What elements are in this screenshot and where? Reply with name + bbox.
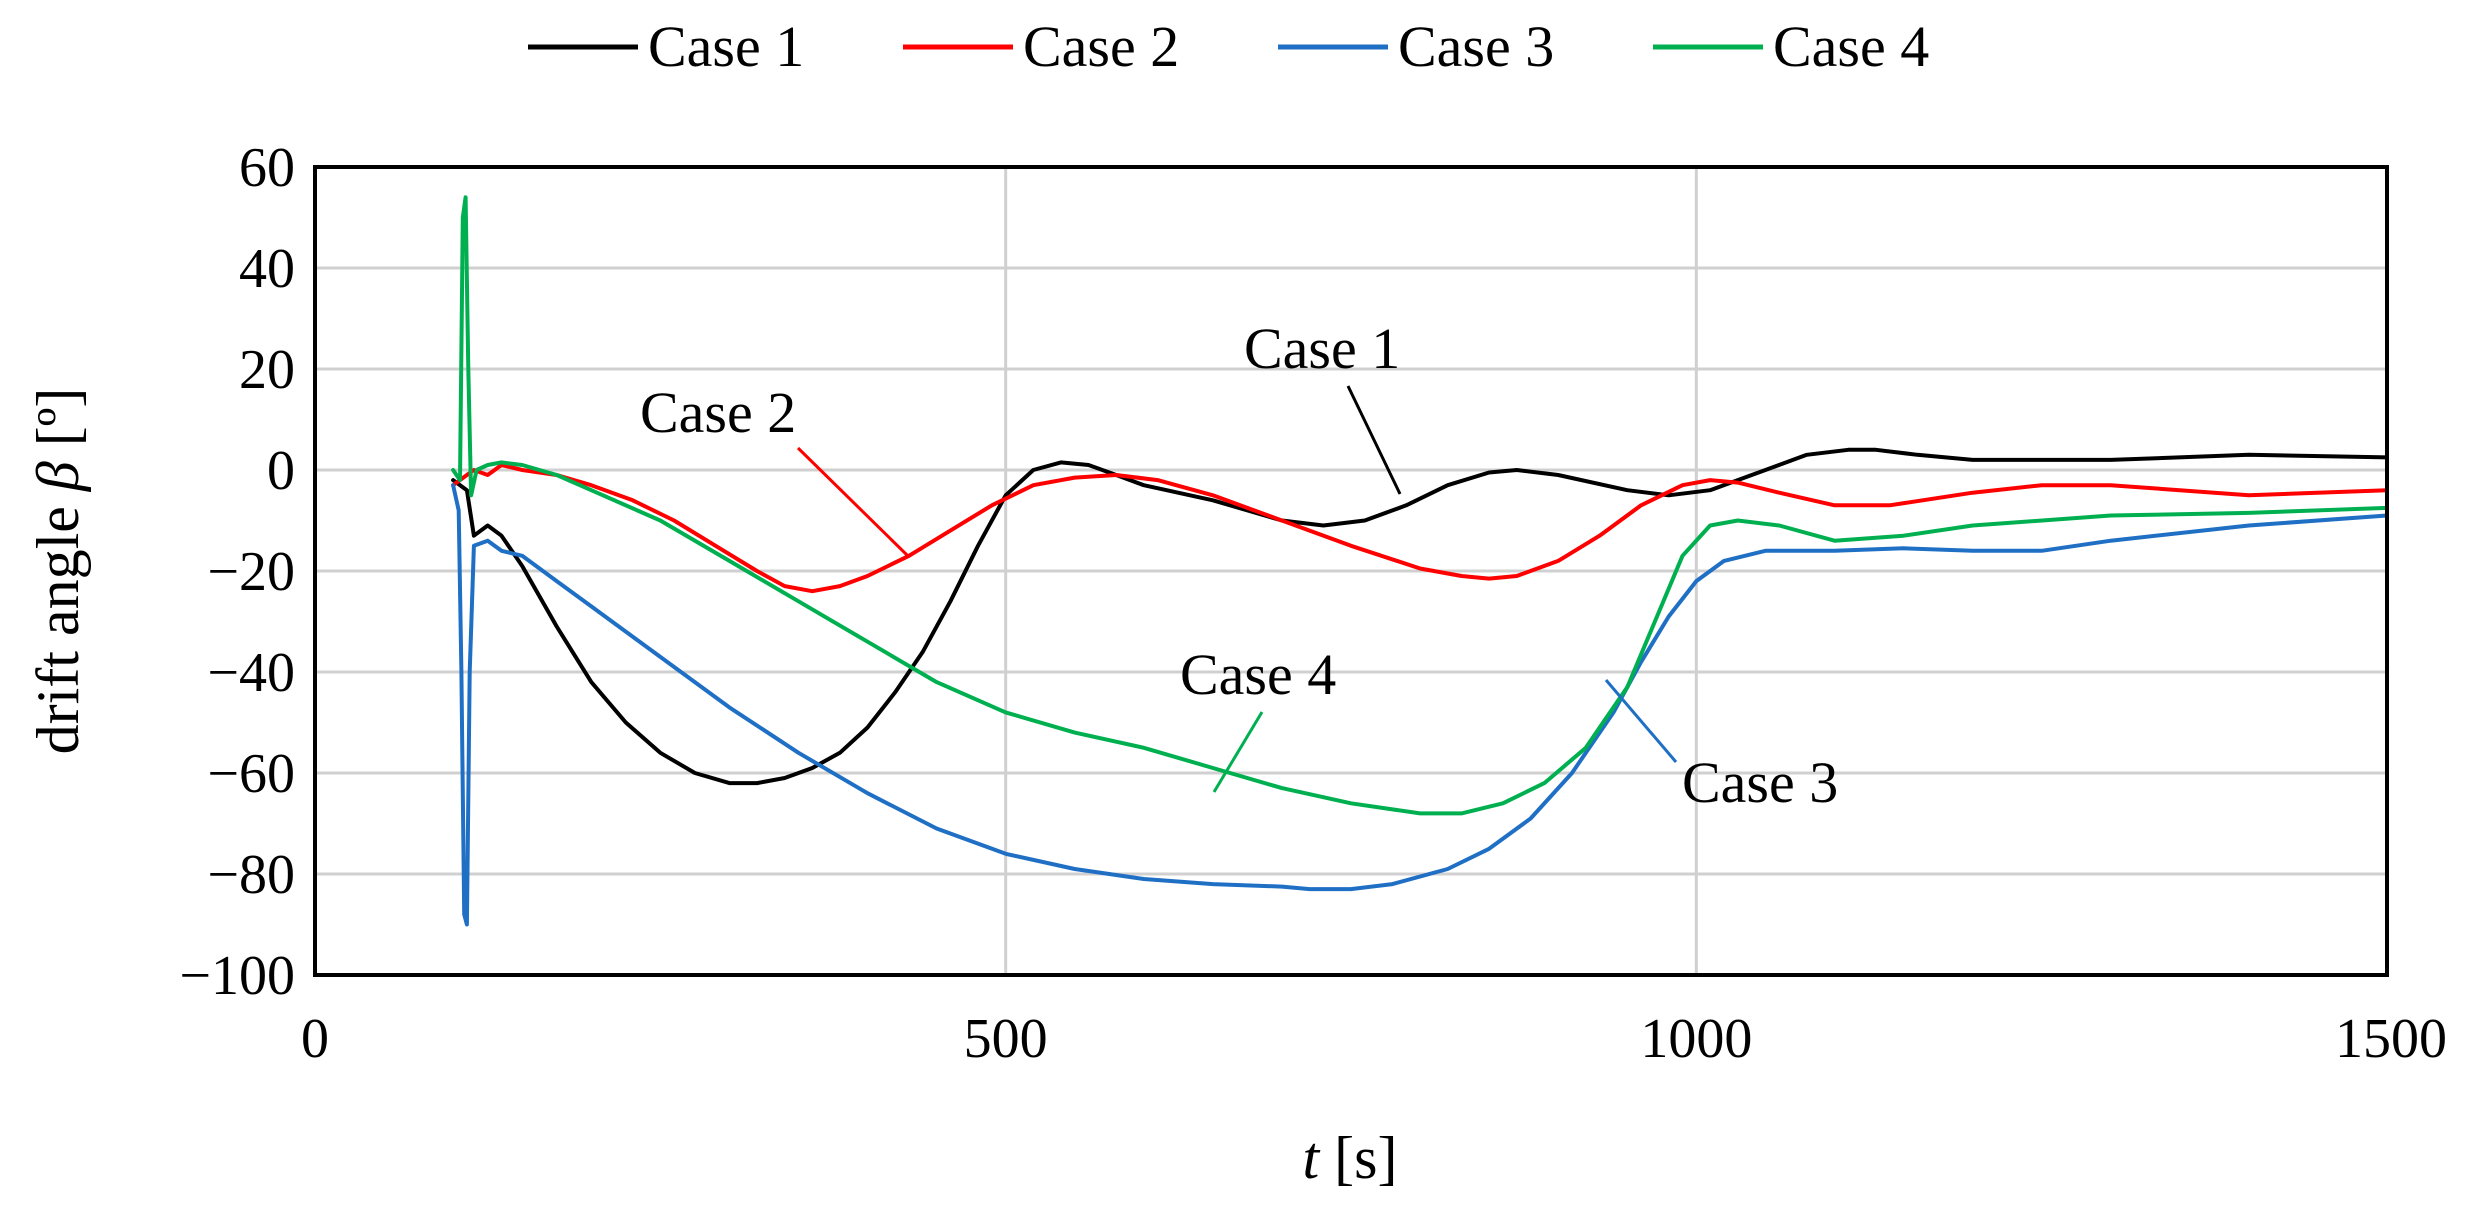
series-line-case-3 bbox=[451, 483, 2389, 927]
series-line-case-4 bbox=[451, 195, 2389, 816]
y-tick-label: 0 bbox=[267, 440, 295, 502]
y-tick-label: 20 bbox=[239, 339, 295, 401]
legend-label-case-2: Case 2 bbox=[1023, 14, 1179, 79]
legend-label-case-1: Case 1 bbox=[648, 14, 804, 79]
series-line-case-1 bbox=[451, 447, 2389, 786]
x-tick-label: 1500 bbox=[2335, 1008, 2447, 1070]
annotation-case-4: Case 4 bbox=[1180, 642, 1336, 707]
x-tick-label: 1000 bbox=[1640, 1008, 1752, 1070]
y-tick-label: −40 bbox=[207, 642, 295, 704]
x-tick-label: 0 bbox=[301, 1008, 329, 1070]
annotation-leader-case-1 bbox=[1346, 385, 1402, 495]
series-line-case-2 bbox=[451, 463, 2389, 594]
legend-label-case-4: Case 4 bbox=[1773, 14, 1929, 79]
legend: Case 1 Case 2 Case 3 Case 4 bbox=[528, 14, 1929, 79]
y-tick-label: 60 bbox=[239, 137, 295, 199]
y-axis-label: drift angle β [º] bbox=[25, 388, 91, 755]
annotation-case-3: Case 3 bbox=[1682, 750, 1838, 815]
plot-frame bbox=[313, 165, 2389, 977]
y-tick-label: −100 bbox=[179, 945, 295, 1007]
annotation-leader-case-4 bbox=[1212, 711, 1264, 793]
grid-lines bbox=[313, 165, 2389, 977]
annotation-leader-case-3 bbox=[1604, 679, 1678, 763]
annotation-leader-case-2 bbox=[796, 446, 910, 558]
y-tick-label: −20 bbox=[207, 541, 295, 603]
x-tick-label: 500 bbox=[964, 1008, 1048, 1070]
legend-label-case-3: Case 3 bbox=[1398, 14, 1554, 79]
y-tick-label: −60 bbox=[207, 743, 295, 805]
x-axis-label: t [s] bbox=[1303, 1125, 1398, 1191]
series-lines bbox=[451, 195, 2389, 927]
annotation-case-2: Case 2 bbox=[640, 380, 796, 445]
annotations: Case 1 Case 2 Case 3 Case 4 bbox=[640, 316, 1838, 815]
annotation-case-1: Case 1 bbox=[1244, 316, 1400, 381]
y-tick-label: −80 bbox=[207, 844, 295, 906]
y-tick-label: 40 bbox=[239, 238, 295, 300]
